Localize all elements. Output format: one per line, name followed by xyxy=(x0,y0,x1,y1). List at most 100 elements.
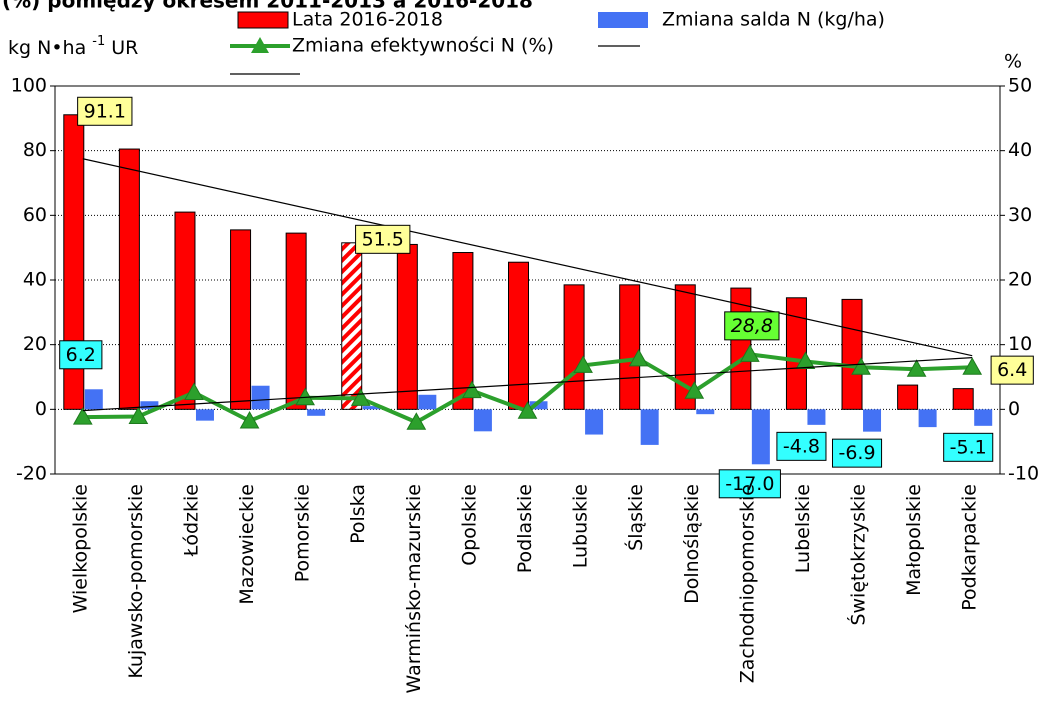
plot-frame xyxy=(54,85,1001,475)
y2-axis-label: % xyxy=(1004,51,1022,73)
y-tick-label: 0 xyxy=(35,398,47,420)
y2-tick-label: 30 xyxy=(1008,204,1032,226)
marker xyxy=(739,344,760,362)
bar xyxy=(863,409,882,432)
marker xyxy=(406,412,427,430)
y2-tick-label: -10 xyxy=(1008,463,1039,485)
bar xyxy=(841,298,863,410)
bar xyxy=(897,384,919,410)
data-label: -4.8 xyxy=(776,431,827,461)
y2-tick-label: 0 xyxy=(1008,398,1020,420)
annotation: 28,8 xyxy=(724,311,780,341)
legend-label: Lata 2016-2018 xyxy=(292,9,443,31)
y2-tick-label: 40 xyxy=(1008,139,1032,161)
bar xyxy=(140,401,159,410)
x-tick-label: Zachodniopomorskie xyxy=(736,484,758,683)
data-label-text: 51.5 xyxy=(362,228,404,250)
bar xyxy=(563,284,585,410)
x-tick-label: Wielkopolskie xyxy=(69,484,91,613)
bar xyxy=(674,284,696,410)
marker xyxy=(350,388,371,406)
data-label: -17.0 xyxy=(718,469,781,499)
y2-tick-label: 10 xyxy=(1008,333,1032,355)
x-tick-label: Lubuskie xyxy=(570,484,592,568)
bar xyxy=(362,406,381,410)
data-label-text: -17.0 xyxy=(725,473,774,495)
chart-title: (%) pomiędzy okresem 2011-2013 a 2016-20… xyxy=(2,0,533,13)
trend-line xyxy=(82,357,973,412)
bar xyxy=(84,389,103,410)
data-label-text: -5.1 xyxy=(950,436,987,458)
marker xyxy=(517,401,538,419)
bar xyxy=(785,297,807,410)
bar xyxy=(473,409,492,432)
y-tick-label: 80 xyxy=(23,139,47,161)
annotation-text: 28,8 xyxy=(731,315,773,337)
data-label-text: 6.2 xyxy=(66,344,96,366)
bar xyxy=(640,409,659,445)
bar xyxy=(529,401,548,410)
bar xyxy=(619,284,641,410)
marker xyxy=(906,359,927,377)
x-tick-label: Łódzkie xyxy=(180,484,202,557)
marker xyxy=(962,357,983,375)
x-tick-label: Kujawsko-pomorskie xyxy=(125,484,147,679)
y-label-part: UR xyxy=(105,37,138,59)
marker xyxy=(628,348,649,367)
marker xyxy=(573,355,593,373)
data-label-box xyxy=(990,355,1034,385)
bar xyxy=(63,114,85,410)
y2-tick-label: 20 xyxy=(1008,269,1032,291)
bar xyxy=(341,242,363,410)
y-tick-label: 20 xyxy=(23,333,47,355)
bar xyxy=(452,252,474,410)
x-tick-label: Lubelskie xyxy=(792,484,814,573)
y-tick-label: -20 xyxy=(16,463,47,485)
marker xyxy=(851,357,871,375)
data-label-box xyxy=(355,224,411,254)
y2-tick-label: 50 xyxy=(1008,75,1032,97)
bar xyxy=(918,409,937,428)
x-tick-label: Podlaskie xyxy=(514,484,536,573)
marker xyxy=(239,410,260,429)
data-label-box xyxy=(718,469,781,499)
legend-label: Zmiana salda N (kg/ha) xyxy=(662,9,885,31)
bar xyxy=(418,394,437,410)
y-label-part: kg N•ha xyxy=(8,37,92,59)
annotation-box xyxy=(724,311,780,341)
bar xyxy=(118,148,140,410)
y-tick-label: 100 xyxy=(11,75,47,97)
y-label-sup: -1 xyxy=(92,34,105,49)
x-tick-label: Śląskie xyxy=(623,484,647,551)
x-tick-label: Małopolskie xyxy=(903,484,925,596)
legend-swatch xyxy=(598,12,648,28)
marker xyxy=(128,406,149,424)
x-tick-label: Dolnośląskie xyxy=(681,484,703,604)
bar xyxy=(807,409,826,425)
data-label-text: 91.1 xyxy=(84,100,126,122)
x-tick-label: Mazowieckie xyxy=(236,484,258,605)
x-tick-label: Polska xyxy=(347,484,369,544)
bar xyxy=(508,261,529,410)
data-label: 91.1 xyxy=(77,96,133,126)
data-label-text: -4.8 xyxy=(783,435,820,457)
data-label: -6.9 xyxy=(831,438,883,468)
x-tick-label: Pomorskie xyxy=(292,484,314,582)
data-label: 6.4 xyxy=(990,355,1034,385)
x-tick-label: Warmińsko-mazurskie xyxy=(403,484,425,693)
trend-line xyxy=(82,158,973,357)
data-label-box xyxy=(59,340,103,370)
bar xyxy=(230,229,252,410)
y-axis-label: kg N•ha -1 UR xyxy=(8,34,138,59)
bar xyxy=(174,211,196,410)
bar xyxy=(696,409,715,415)
x-tick-label: Opolskie xyxy=(458,484,480,566)
data-label-box xyxy=(776,431,827,461)
marker xyxy=(684,381,705,399)
data-label-box xyxy=(77,96,133,126)
marker xyxy=(184,382,204,401)
bar xyxy=(396,243,418,410)
bar xyxy=(974,409,993,426)
y-tick-label: 60 xyxy=(23,204,47,226)
